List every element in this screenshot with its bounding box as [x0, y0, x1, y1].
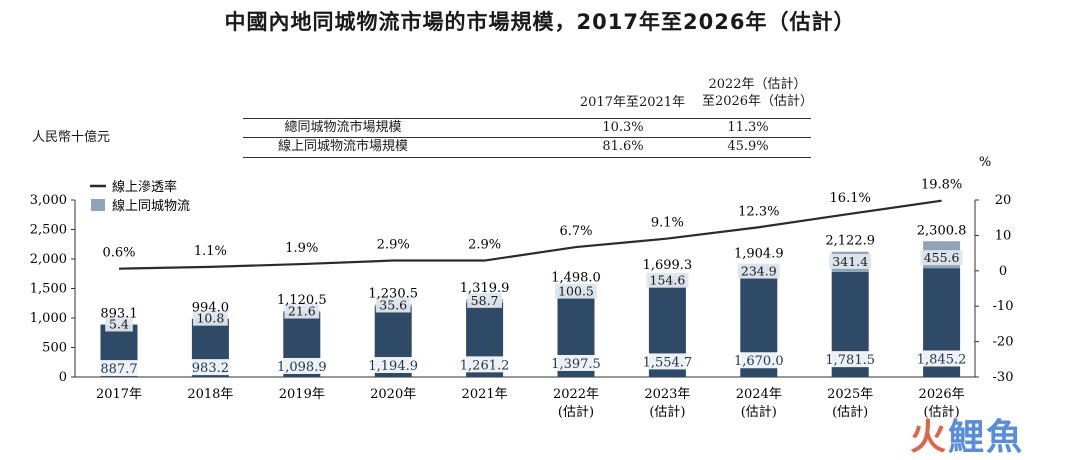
y-left-tick-label: 1,000 — [30, 311, 67, 326]
watermark-logo: 火鯉魚 — [910, 408, 1024, 460]
legend-bar-swatch — [91, 199, 105, 211]
y-left-tick-label: 500 — [42, 341, 67, 356]
y-right-tick-label: 0 — [999, 264, 1007, 279]
bar-online-value-label: 341.4 — [832, 254, 868, 269]
bar-total-label: 893.1 — [100, 306, 137, 321]
bar-online-value-label: 234.9 — [741, 264, 777, 279]
y-left-tick-label: 1,500 — [30, 282, 67, 297]
bar-online-value-label: 154.6 — [650, 273, 686, 288]
line-point-label: 9.1% — [651, 216, 684, 231]
bar-offline-value-label: 1,845.2 — [917, 352, 967, 367]
bar-offline-value-label: 1,670.0 — [734, 354, 784, 369]
watermark-part2: 鯉魚 — [948, 417, 1024, 458]
line-point-label: 19.8% — [921, 178, 962, 193]
line-point-label: 12.3% — [738, 204, 779, 219]
x-tick-label: 2022年 — [553, 387, 599, 402]
y-left-tick-label: 3,000 — [30, 193, 67, 208]
line-point-label: 16.1% — [830, 191, 871, 206]
y-right-tick-label: 20 — [995, 193, 1012, 208]
bar-total-label: 1,498.0 — [551, 271, 601, 286]
x-tick-sublabel: (估計) — [832, 404, 868, 420]
bar-total-label: 1,230.5 — [368, 286, 418, 301]
bar-offline-value-label: 1,261.2 — [460, 358, 510, 373]
legend-bar-label: 線上同城物流 — [112, 198, 190, 214]
y-left-tick-label: 0 — [59, 370, 67, 385]
y-right-tick-label: -30 — [993, 370, 1014, 385]
x-tick-label: 2026年 — [919, 387, 965, 402]
line-point-label: 6.7% — [559, 224, 592, 239]
bar-offline-value-label: 983.2 — [192, 361, 229, 376]
x-tick-label: 2025年 — [827, 387, 873, 402]
y-right-axis-label: % — [979, 155, 991, 170]
y-left-tick-label: 2,000 — [30, 252, 67, 267]
bar-total-label: 994.0 — [192, 300, 229, 315]
bar-total-label: 1,904.9 — [734, 247, 784, 262]
bar-total-label: 1,120.5 — [277, 293, 327, 308]
watermark-part1: 火 — [910, 417, 948, 458]
x-tick-label: 2023年 — [644, 387, 690, 402]
line-point-label: 2.9% — [377, 238, 410, 253]
y-right-tick-label: -10 — [993, 299, 1014, 314]
bar-offline-value-label: 1,098.9 — [277, 360, 327, 375]
line-point-label: 1.9% — [285, 241, 318, 256]
x-tick-sublabel: (估計) — [741, 404, 777, 420]
y-right-tick-label: -20 — [993, 335, 1014, 350]
x-tick-label: 2021年 — [462, 387, 508, 402]
bar-offline-value-label: 1,781.5 — [825, 353, 875, 368]
bar-total-label: 2,122.9 — [825, 234, 875, 249]
line-online-penetration — [119, 201, 942, 269]
bar-total-label: 1,319.9 — [460, 281, 510, 296]
legend-line-label: 線上滲透率 — [112, 179, 177, 195]
x-tick-label: 2017年 — [96, 387, 142, 402]
bar-total-label: 1,699.3 — [643, 258, 693, 273]
y-right-tick-label: 10 — [995, 228, 1012, 243]
bar-offline-value-label: 1,194.9 — [368, 359, 418, 374]
bar-online-value-label: 100.5 — [558, 284, 594, 299]
x-tick-label: 2019年 — [279, 387, 325, 402]
x-tick-label: 2024年 — [736, 387, 782, 402]
bar-online-value-label: 455.6 — [924, 250, 960, 265]
x-tick-sublabel: (估計) — [649, 404, 685, 420]
bar-offline-value-label: 1,554.7 — [643, 355, 693, 370]
line-point-label: 0.6% — [102, 246, 135, 261]
bar-total-label: 2,300.8 — [917, 223, 967, 238]
x-tick-sublabel: (估計) — [558, 404, 594, 420]
line-point-label: 1.1% — [194, 244, 227, 259]
bar-offline-value-label: 887.7 — [100, 362, 137, 377]
x-tick-label: 2018年 — [187, 387, 233, 402]
y-left-tick-label: 2,500 — [30, 223, 67, 238]
x-tick-label: 2020年 — [370, 387, 416, 402]
bar-offline-value-label: 1,397.5 — [551, 357, 601, 372]
line-point-label: 2.9% — [468, 238, 501, 253]
